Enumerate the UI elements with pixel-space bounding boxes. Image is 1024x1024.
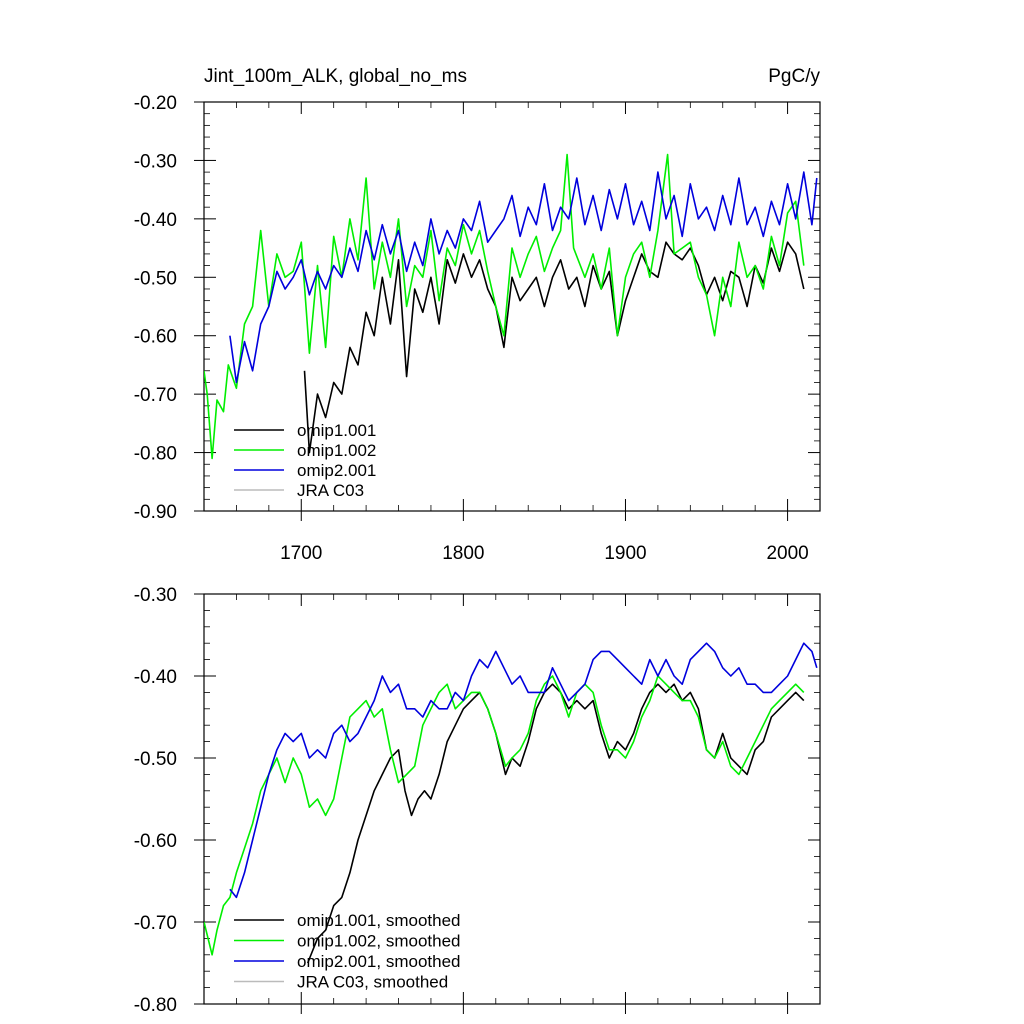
legend-label: omip2.001, smoothed xyxy=(297,952,461,971)
plot-frame xyxy=(203,101,821,512)
series-line-omip1-001-smoothed xyxy=(306,683,805,964)
y-tick-label: -0.30 xyxy=(134,585,177,606)
y-tick-label: -0.70 xyxy=(134,385,177,406)
series-line-omip1-002-smoothed xyxy=(204,675,805,956)
legend-label: omip1.002 xyxy=(297,441,376,460)
x-tick-label: 1700 xyxy=(280,543,322,564)
y-tick-label: -0.60 xyxy=(134,831,177,852)
series-line-omip2-001-smoothed xyxy=(229,642,818,899)
legend-label: omip2.001 xyxy=(297,461,376,480)
units-label: PgC/y xyxy=(768,66,820,87)
y-tick-label: -0.20 xyxy=(134,93,177,114)
legend-label: omip1.002, smoothed xyxy=(297,932,461,951)
y-tick-label: -0.90 xyxy=(134,502,177,523)
annual-plot: -0.90 -0.80 -0.70 -0.60 -0.50 -0.40 -0.30 -0.20… xyxy=(134,93,821,564)
smoothed-plot: -0.80 -0.70 -0.60 -0.50 -0.40 -0.30 omip1.001,… xyxy=(134,585,821,1016)
y-tick-label: -0.80 xyxy=(134,444,177,465)
y-tick-label: -0.80 xyxy=(134,995,177,1016)
y-tick-label: -0.40 xyxy=(134,210,177,231)
series-line-omip1-001 xyxy=(303,241,805,454)
series-line-omip1-002 xyxy=(204,153,805,460)
chart-title: Jint_100m_ALK, global_no_ms xyxy=(204,66,467,87)
y-tick-label: -0.70 xyxy=(134,913,177,934)
legend-label: omip1.001, smoothed xyxy=(297,911,461,930)
y-tick-label: -0.40 xyxy=(134,667,177,688)
y-tick-label: -0.60 xyxy=(134,327,177,348)
legend-label: JRA C03, smoothed xyxy=(297,973,448,992)
y-tick-label: -0.50 xyxy=(134,749,177,770)
legend-label: JRA C03 xyxy=(297,481,364,500)
legend-label: omip1.001 xyxy=(297,421,376,440)
y-tick-label: -0.30 xyxy=(134,151,177,172)
plot-frame xyxy=(203,593,821,1005)
series-group xyxy=(204,153,818,460)
x-tick-label: 1800 xyxy=(442,543,484,564)
series-line-omip2-001 xyxy=(229,171,818,384)
y-tick-label: -0.50 xyxy=(134,268,177,289)
x-tick-label: 2000 xyxy=(766,543,808,564)
x-tick-label: 1900 xyxy=(604,543,646,564)
series-group xyxy=(204,642,818,964)
